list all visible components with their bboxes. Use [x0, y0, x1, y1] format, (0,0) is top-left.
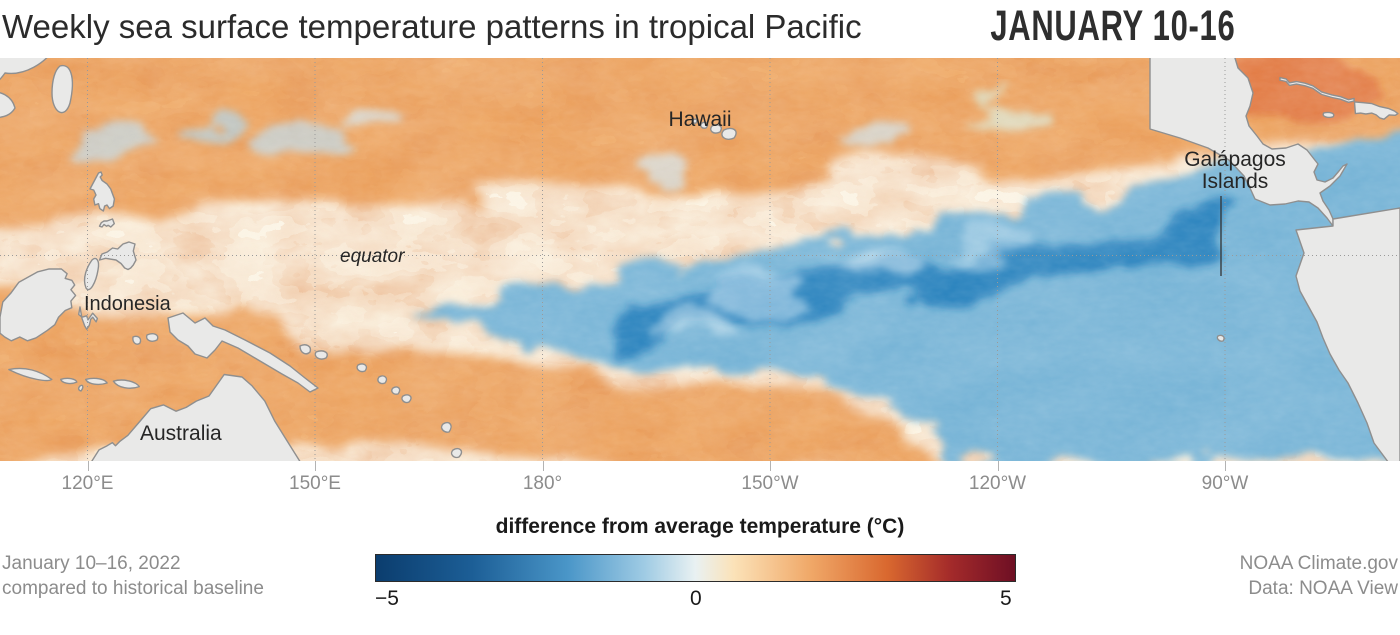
svg-text:equator: equator [340, 246, 405, 267]
svg-text:Galápagos: Galápagos [1184, 148, 1286, 171]
svg-text:Indonesia: Indonesia [84, 293, 172, 315]
svg-text:Australia: Australia [140, 422, 222, 445]
svg-text:Hawaii: Hawaii [668, 108, 731, 131]
svg-text:Islands: Islands [1202, 170, 1269, 193]
